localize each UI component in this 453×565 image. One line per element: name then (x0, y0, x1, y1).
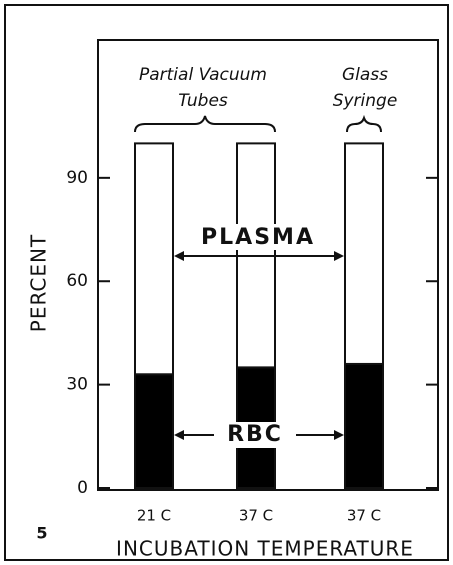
figure-number: 5 (36, 524, 47, 543)
y-tick-label: 60 (66, 271, 88, 291)
brace (346, 114, 382, 133)
bar-segment (134, 142, 174, 376)
label-bg (214, 422, 296, 448)
y-axis-label: PERCENT (27, 234, 51, 332)
annotation: Partial Vacuum (139, 65, 267, 85)
plot-frame (97, 39, 439, 491)
x-tick-label: 21 C (137, 507, 171, 525)
annotation: Tubes (178, 91, 228, 111)
bar-segment (344, 142, 384, 365)
outer-border (4, 4, 449, 561)
series-label: PLASMA (201, 225, 315, 250)
arrow-head (174, 430, 184, 440)
y-tick-label: 0 (77, 478, 88, 498)
x-tick-label: 37 C (347, 507, 381, 525)
arrow-head (334, 251, 344, 261)
y-tick-label: 90 (66, 168, 88, 188)
x-tick-label: 37 C (239, 507, 273, 525)
arrow-head (334, 430, 344, 440)
bar-segment (134, 373, 174, 489)
annotation: Syringe (333, 91, 398, 111)
y-tick-label: 30 (66, 375, 88, 395)
arrow-head (174, 251, 184, 261)
annotation: Glass (342, 65, 388, 85)
bar-segment (344, 362, 384, 490)
brace (134, 115, 276, 133)
x-axis-label: INCUBATION TEMPERATURE (116, 537, 414, 561)
label-bg (180, 224, 336, 250)
series-label: RBC (227, 422, 283, 447)
